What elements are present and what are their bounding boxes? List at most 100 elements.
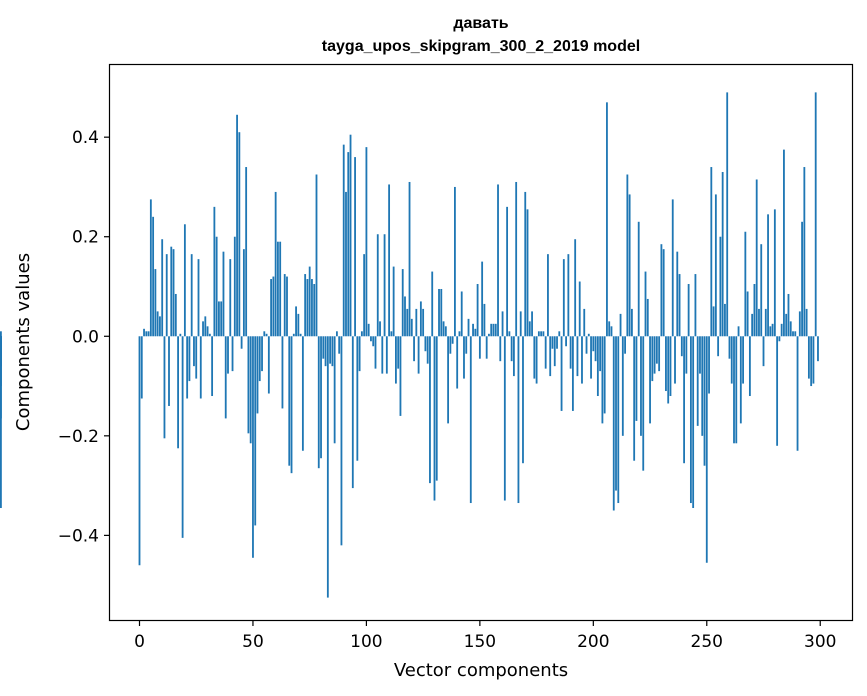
- bar: [252, 336, 254, 558]
- bar: [644, 271, 647, 337]
- bar: [456, 336, 459, 389]
- bar: [413, 336, 415, 362]
- bar: [492, 323, 495, 337]
- bar: [174, 293, 177, 337]
- bars-group: [0, 92, 819, 598]
- bar: [288, 336, 291, 466]
- bar: [474, 328, 477, 337]
- bar: [699, 336, 701, 374]
- bar: [601, 336, 604, 424]
- bar: [159, 316, 161, 337]
- bar: [326, 336, 329, 598]
- bar: [451, 336, 454, 344]
- bar: [168, 336, 170, 406]
- bar: [281, 336, 284, 409]
- bar: [283, 274, 286, 337]
- bar: [143, 328, 145, 337]
- bar: [610, 326, 613, 337]
- bar: [547, 254, 549, 337]
- bar: [342, 144, 345, 337]
- bar: [433, 336, 436, 501]
- bar: [399, 336, 402, 416]
- bar: [0, 331, 2, 337]
- bar: [149, 199, 152, 337]
- bar: [478, 336, 481, 359]
- bar: [533, 336, 536, 379]
- bar: [497, 184, 499, 337]
- bar: [317, 336, 320, 469]
- bar: [345, 191, 347, 337]
- bar: [748, 336, 751, 397]
- x-tick-label: 150: [464, 632, 496, 652]
- bar: [805, 308, 808, 337]
- bar: [517, 336, 520, 504]
- bar: [606, 102, 608, 337]
- bar: [608, 321, 611, 337]
- bar: [678, 274, 681, 337]
- bar: [315, 174, 318, 337]
- bar: [574, 239, 577, 337]
- bar: [465, 336, 468, 354]
- bar: [592, 336, 595, 352]
- bar: [279, 241, 282, 337]
- bar: [454, 186, 456, 337]
- bar: [694, 274, 697, 337]
- x-tick-label: 50: [242, 632, 264, 652]
- bar: [270, 279, 273, 337]
- bar: [295, 306, 297, 337]
- x-tick-label: 0: [134, 632, 145, 652]
- bar: [245, 167, 248, 337]
- bar: [324, 336, 327, 367]
- bar: [621, 336, 624, 436]
- chart-title: давать: [453, 15, 508, 32]
- bar: [744, 231, 747, 337]
- y-axis-label: Components values: [13, 253, 34, 431]
- bar: [233, 236, 236, 337]
- bar: [733, 336, 735, 444]
- bar: [783, 149, 785, 337]
- bar: [277, 241, 279, 337]
- bar: [596, 336, 599, 397]
- bar: [510, 336, 513, 362]
- bar: [689, 336, 692, 504]
- bar: [183, 224, 186, 337]
- bar: [367, 323, 370, 337]
- bar: [637, 221, 640, 337]
- bar: [646, 298, 649, 337]
- bar: [390, 331, 393, 337]
- bar: [810, 336, 813, 387]
- bar: [381, 336, 384, 374]
- y-tick-label: −0.4: [58, 526, 99, 546]
- bar: [619, 313, 622, 337]
- bar: [224, 336, 227, 419]
- bar: [685, 336, 688, 374]
- bar: [789, 321, 792, 337]
- bar: [172, 249, 175, 337]
- bar: [0, 336, 2, 347]
- bar: [272, 276, 275, 337]
- x-tick-label: 250: [691, 632, 723, 652]
- bar: [506, 206, 509, 337]
- bar: [206, 326, 209, 337]
- bar: [193, 336, 195, 367]
- bar: [792, 331, 794, 337]
- bar: [254, 336, 257, 526]
- bar: [669, 336, 672, 397]
- bar: [297, 313, 300, 337]
- bar: [301, 336, 304, 451]
- bar: [490, 323, 493, 337]
- bar: [778, 336, 781, 342]
- bar: [626, 174, 629, 337]
- bar: [674, 336, 676, 384]
- bar: [758, 308, 760, 337]
- bar: [812, 336, 815, 384]
- bar: [485, 336, 488, 359]
- bar: [760, 244, 763, 337]
- bar: [331, 336, 334, 367]
- bar: [211, 336, 214, 397]
- bar: [410, 318, 413, 337]
- bar: [653, 336, 656, 374]
- bar: [540, 331, 543, 337]
- bar: [329, 336, 332, 364]
- bar: [717, 336, 720, 357]
